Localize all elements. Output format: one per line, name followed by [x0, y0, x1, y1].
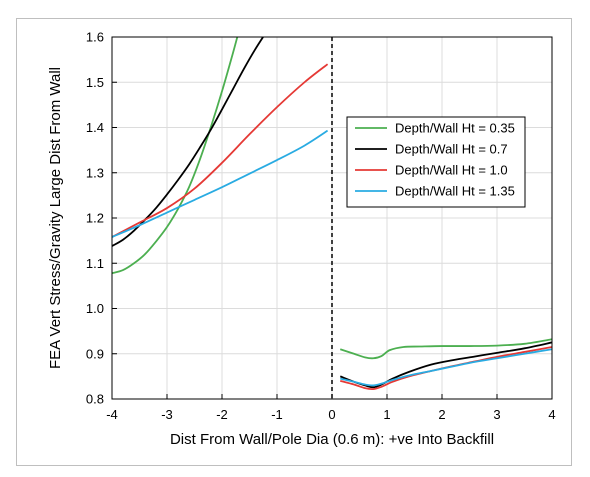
x-tick-label: -2: [216, 407, 228, 422]
x-axis-label: Dist From Wall/Pole Dia (0.6 m): +ve Int…: [170, 431, 494, 448]
axis-ticks: 0.8 0.9 1.0 1.1 1.2 1.3 1.4 1.5 1.6 -4 -3 -2 -1 0 1 2 3 4: [86, 30, 556, 423]
legend: Depth/Wall Ht = 0.35 Depth/Wall Ht = 0.7…: [346, 116, 526, 208]
x-tick-label: -3: [161, 407, 173, 422]
y-tick-label: 0.8: [86, 392, 104, 407]
y-tick-label: 1.4: [86, 120, 104, 135]
series-line-0-segment-0: [112, 37, 239, 275]
series-line-1-segment-1: [339, 341, 552, 389]
x-tick-label: 4: [548, 407, 555, 422]
legend-box: [346, 116, 526, 208]
x-tick-label: -4: [106, 407, 118, 422]
legend-label-depth-1-35: Depth/Wall Ht = 1.35: [395, 184, 515, 199]
y-tick-label: 1.6: [86, 30, 104, 45]
legend-label-depth-0-7: Depth/Wall Ht = 0.7: [395, 142, 508, 157]
y-tick-label: 1.3: [86, 165, 104, 180]
series-lines: [112, 37, 552, 391]
chart-area: [16, 18, 572, 466]
series-line-3-segment-0: [112, 129, 329, 238]
y-tick-label: 1.0: [86, 301, 104, 316]
legend-label-depth-1-0: Depth/Wall Ht = 1.0: [395, 163, 508, 178]
x-tick-label: 2: [438, 407, 445, 422]
series-line-2-segment-0: [112, 63, 329, 238]
y-tick-label: 1.2: [86, 211, 104, 226]
y-tick-label: 1.1: [86, 256, 104, 271]
series-line-3-segment-1: [340, 348, 552, 387]
y-tick-label: 1.5: [86, 75, 104, 90]
legend-label-depth-0-35: Depth/Wall Ht = 0.35: [395, 121, 515, 136]
gridlines: [111, 36, 553, 400]
y-tick-label: 0.9: [86, 346, 104, 361]
y-axis-label: FEA Vert Stress/Gravity Large Dist From …: [47, 67, 64, 369]
x-tick-label: 3: [493, 407, 500, 422]
series-line-0-segment-1: [339, 338, 552, 360]
x-tick-label: -1: [271, 407, 283, 422]
series-line-1-segment-0: [112, 37, 265, 247]
x-tick-label: 0: [328, 407, 335, 422]
x-tick-label: 1: [383, 407, 390, 422]
